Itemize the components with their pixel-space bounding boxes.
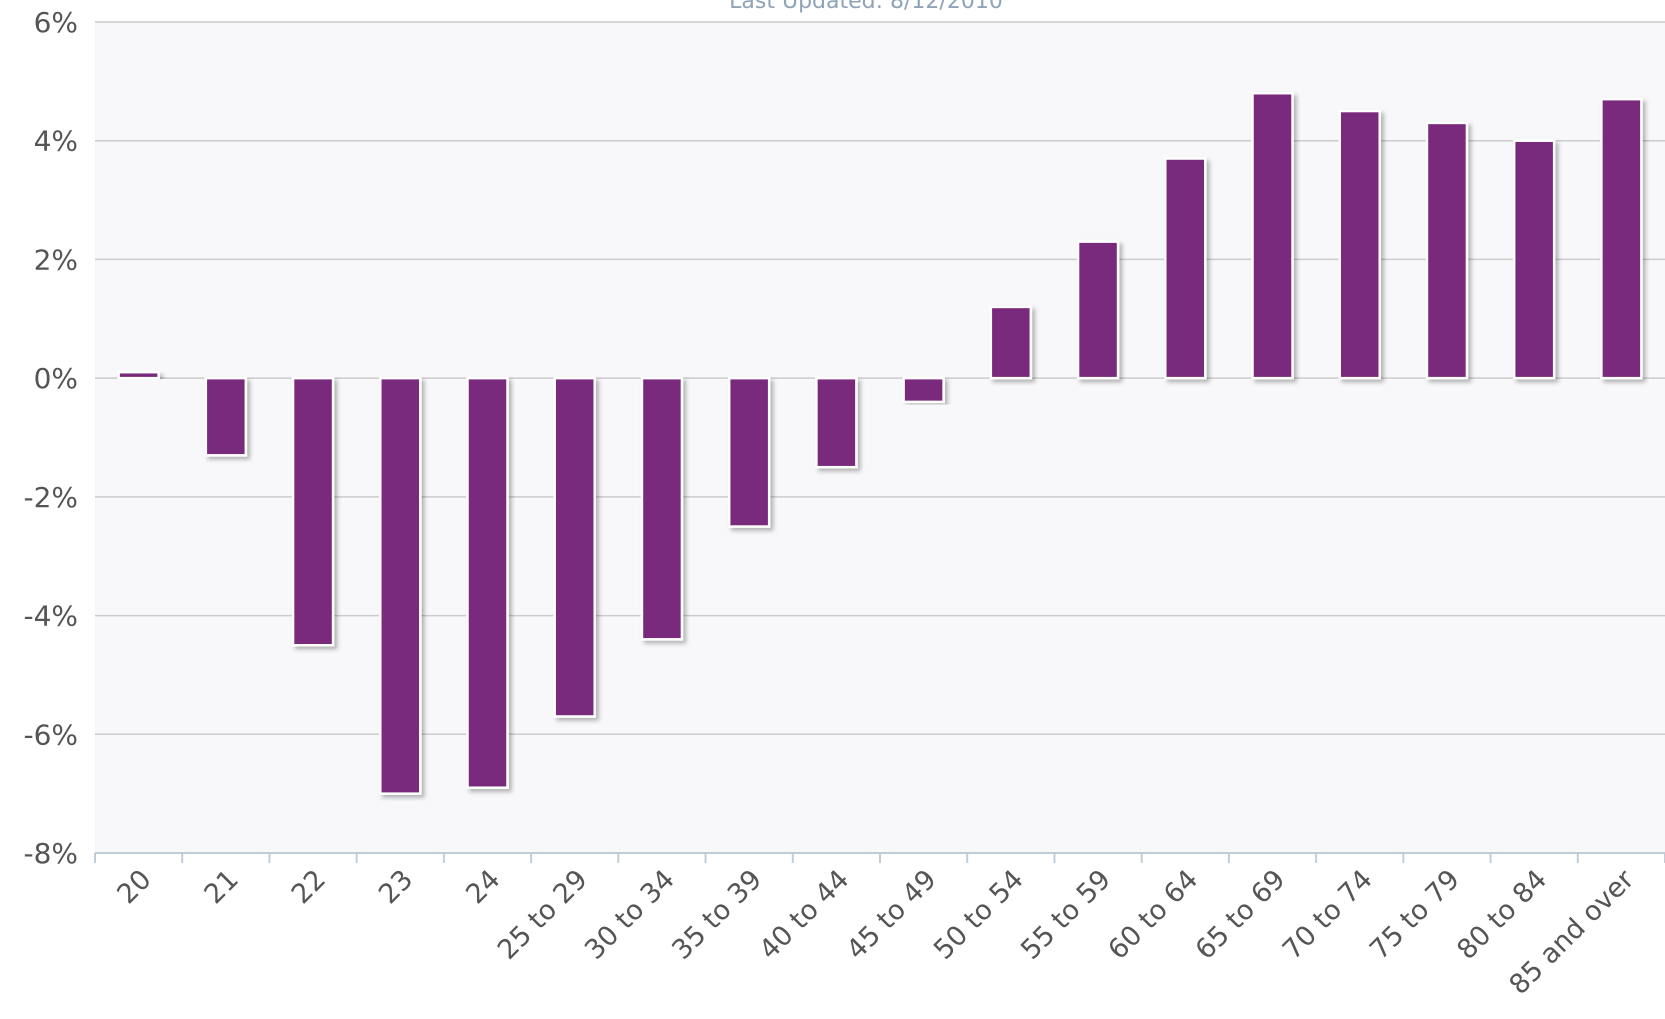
- bar-55-to-59: [1076, 240, 1120, 380]
- bar-22: [291, 376, 335, 647]
- plot-area: [95, 22, 1665, 853]
- bar-75-to-79: [1425, 121, 1469, 380]
- x-axis: [94, 852, 1665, 863]
- y-tick-label: 4%: [34, 125, 78, 158]
- y-tick-label: 0%: [34, 362, 78, 395]
- x-tick-label: 40 to 44: [754, 864, 856, 966]
- x-tick-label: 70 to 74: [1277, 864, 1379, 966]
- x-tick-label: 20: [111, 864, 157, 910]
- bar-65-to-69: [1251, 91, 1294, 380]
- x-tick-label: 35 to 39: [666, 864, 768, 966]
- y-tick-label: 2%: [34, 243, 78, 276]
- bars: [117, 91, 1643, 795]
- bar-24: [466, 376, 509, 789]
- bar-35-to-39: [727, 376, 771, 528]
- x-tick-label: 65 to 69: [1190, 864, 1292, 966]
- x-tick-label: 21: [199, 864, 245, 910]
- bar-30-to-34: [640, 376, 684, 641]
- x-tick-label: 45 to 49: [841, 864, 943, 966]
- bar-40-to-44: [815, 376, 858, 469]
- y-tick-label: -6%: [23, 718, 78, 751]
- bar-23: [379, 376, 422, 795]
- y-tick-label: -8%: [23, 837, 78, 870]
- x-tick-label: 25 to 29: [492, 864, 594, 966]
- x-tick-label: 30 to 34: [579, 864, 681, 966]
- y-tick-label: -4%: [23, 600, 78, 633]
- y-tick-label: -2%: [23, 481, 78, 514]
- x-tick-label: 55 to 59: [1015, 864, 1117, 966]
- bar-45-to-49: [902, 376, 945, 404]
- x-tick-label: 22: [286, 864, 332, 910]
- x-tick-label: 24: [460, 864, 506, 910]
- chart-subtitle: Last Updated: 8/12/2010: [729, 0, 1003, 14]
- x-tick-label: 23: [373, 864, 419, 910]
- bar-21: [204, 376, 248, 457]
- bar-80-to-84: [1512, 139, 1556, 380]
- x-tick-label: 60 to 64: [1102, 864, 1204, 966]
- bar-20: [117, 370, 160, 380]
- y-tick-label: 6%: [34, 6, 78, 39]
- bar-60-to-64: [1164, 157, 1207, 380]
- bar-85-and-over: [1600, 97, 1643, 380]
- y-axis-tick-labels: 6% 4% 2% 0% -2% -4% -6% -8%: [23, 6, 78, 870]
- x-tick-label: 75 to 79: [1364, 864, 1466, 966]
- x-tick-label: 50 to 54: [928, 864, 1030, 966]
- bar-25-to-29: [553, 376, 596, 718]
- bar-70-to-74: [1338, 109, 1381, 380]
- bar-50-to-54: [989, 305, 1033, 380]
